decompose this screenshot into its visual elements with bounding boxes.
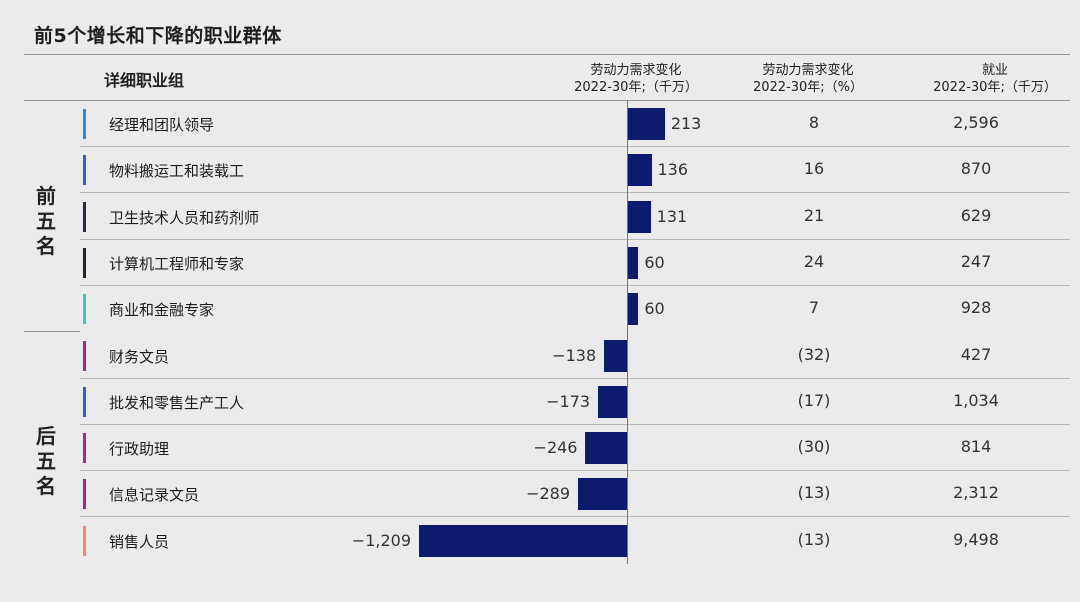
table-row: 销售人员 (13) 9,498	[80, 518, 1070, 564]
pct-change-value: (32)	[797, 344, 831, 364]
bar	[419, 524, 628, 557]
pct-change-value: 16	[803, 159, 825, 179]
group-label-top: 前五名	[36, 184, 56, 258]
row-accent-bar	[83, 109, 86, 139]
row-accent-bar	[83, 155, 86, 186]
employment-value: 247	[960, 251, 992, 271]
change-pct-header-line1: 劳动力需求变化	[762, 63, 854, 78]
row-separator	[80, 377, 1070, 379]
bar-value-label: 60	[644, 252, 665, 272]
bar	[585, 432, 628, 465]
employment-value: 9,498	[953, 529, 999, 549]
occupation-name: 行政助理	[109, 440, 170, 459]
employment-header-line1: 就业	[981, 63, 1008, 78]
bar-value-label: −1,209	[351, 530, 411, 550]
top-rule	[24, 54, 1070, 55]
employment-value: 2,312	[953, 483, 999, 503]
bar-value-label: −289	[526, 484, 571, 504]
pct-change-value: (17)	[797, 390, 831, 410]
bar-value-label: 136	[657, 160, 689, 180]
table-row: 批发和零售生产工人 (17) 1,034	[80, 379, 1070, 425]
change-pct-header-line2: 2022-30年;（%）	[752, 80, 864, 95]
employment-value: 928	[960, 298, 992, 318]
employment-value: 2,596	[953, 113, 999, 132]
table-row: 财务文员 (32) 427	[80, 333, 1070, 379]
row-accent-bar	[83, 386, 86, 417]
row-accent-bar	[83, 433, 86, 464]
row-accent-bar	[83, 525, 86, 556]
row-separator	[80, 146, 1070, 147]
occupation-name: 销售人员	[109, 532, 170, 551]
employment-value: 427	[960, 344, 992, 364]
pct-change-value: 8	[808, 113, 820, 132]
bar	[628, 108, 665, 140]
row-accent-bar	[83, 340, 86, 371]
occupation-name: 财务文员	[109, 347, 170, 366]
group-label-bottom: 后五名	[36, 424, 56, 498]
pct-change-value: 7	[808, 298, 820, 318]
table-row: 卫生技术人员和药剂师 21 629	[80, 194, 1070, 240]
change-abs-header-line2: 2022-30年;（千万）	[574, 80, 698, 95]
header-rule	[24, 100, 1070, 101]
change-abs-column-header: 劳动力需求变化 2022-30年;（千万）	[556, 62, 716, 96]
bar	[598, 385, 628, 418]
bar	[628, 154, 652, 187]
row-separator	[80, 192, 1070, 194]
bar	[628, 293, 639, 326]
occupation-name: 信息记录文员	[109, 486, 200, 505]
occupation-name: 计算机工程师和专家	[109, 254, 245, 273]
pct-change-value: 24	[803, 251, 825, 271]
employment-value: 870	[960, 159, 992, 179]
bar	[628, 200, 651, 233]
row-accent-bar	[83, 247, 86, 278]
row-accent-bar	[83, 201, 86, 232]
bar-value-label: 131	[656, 206, 688, 226]
employment-value: 814	[960, 437, 992, 457]
pct-change-value: (30)	[797, 437, 831, 457]
change-pct-column-header: 劳动力需求变化 2022-30年;（%）	[728, 62, 888, 96]
occupation-column-header: 详细职业组	[104, 71, 185, 90]
row-separator	[80, 470, 1070, 472]
bar-value-label: 60	[644, 299, 665, 319]
row-separator	[80, 284, 1070, 286]
pct-change-value: (13)	[797, 529, 831, 549]
bar	[578, 478, 628, 511]
row-accent-bar	[83, 294, 86, 325]
occupation-name: 卫生技术人员和药剂师	[109, 208, 260, 227]
employment-value: 629	[960, 205, 992, 225]
bar-value-label: −138	[552, 345, 597, 365]
table-row: 信息记录文员 (13) 2,312	[80, 471, 1070, 518]
occupation-name: 物料搬运工和装载工	[109, 162, 245, 181]
employment-header-line2: 2022-30年;（千万）	[933, 80, 1057, 95]
row-accent-bar	[83, 479, 86, 510]
occupation-name: 批发和零售生产工人	[109, 393, 245, 412]
table-row: 行政助理 (30) 814	[80, 425, 1070, 472]
bar	[604, 339, 628, 372]
occupation-name: 商业和金融专家	[109, 301, 215, 320]
employment-value: 1,034	[953, 390, 999, 410]
row-separator	[80, 516, 1070, 518]
bar-value-label: 213	[670, 114, 702, 133]
employment-column-header: 就业 2022-30年;（千万）	[910, 62, 1080, 96]
bar-value-label: −173	[546, 391, 591, 411]
table-row: 商业和金融专家 7 928	[80, 286, 1070, 332]
occupation-name: 经理和团队领导	[109, 116, 215, 134]
bar-value-label: −246	[533, 438, 578, 458]
row-separator	[80, 423, 1070, 425]
bar	[628, 246, 639, 279]
pct-change-value: 21	[803, 205, 825, 225]
table-row: 物料搬运工和装载工 16 870	[80, 147, 1070, 194]
row-separator	[80, 238, 1070, 240]
chart-title: 前5个增长和下降的职业群体	[34, 25, 282, 47]
change-abs-header-line1: 劳动力需求变化	[590, 63, 682, 78]
pct-change-value: (13)	[797, 483, 831, 503]
group-divider	[24, 331, 80, 332]
zero-axis-line	[627, 100, 628, 564]
table-row: 经理和团队领导 8 2,596	[80, 101, 1070, 147]
table-row: 计算机工程师和专家 24 247	[80, 240, 1070, 286]
